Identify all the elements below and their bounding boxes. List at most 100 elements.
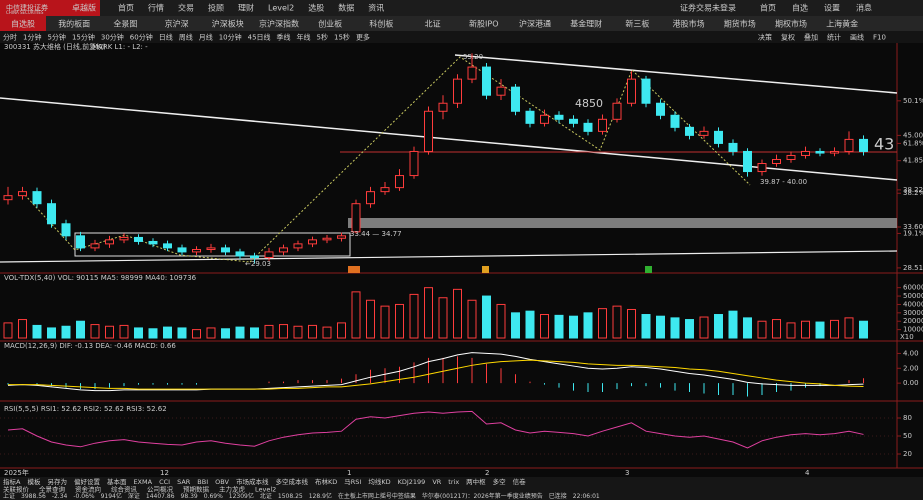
tab[interactable]: 期货市场 [724, 19, 756, 29]
menu-right[interactable]: 首页 [760, 3, 776, 13]
indicator-tab[interactable]: 另存为 [47, 477, 67, 486]
info-tab[interactable]: 全景查询 [39, 485, 66, 494]
indicator-tab[interactable]: 信卷 [513, 477, 527, 486]
menu-item[interactable]: 数据 [338, 3, 354, 13]
indicator-tab[interactable]: 布林KD [315, 477, 337, 486]
indicator-tab[interactable]: trix [448, 478, 459, 486]
candle-body [569, 118, 578, 124]
period[interactable]: 分时 [3, 33, 17, 42]
tab[interactable]: 新三板 [625, 19, 649, 29]
y-tick-label: 0.00 [903, 379, 919, 387]
menu-item[interactable]: 理财 [238, 3, 254, 13]
tab[interactable]: 自选股 [11, 19, 35, 29]
tool[interactable]: 画线 [850, 33, 864, 42]
tab[interactable]: 京沪深 [165, 19, 189, 29]
indicator-tab[interactable]: 多空 [493, 477, 507, 486]
info-tab[interactable]: 资金流向 [75, 485, 101, 494]
tab[interactable]: 创业板 [318, 19, 342, 29]
tool[interactable]: F10 [873, 34, 886, 42]
period[interactable]: 季线 [277, 33, 291, 42]
stock-title: 300331 苏大维格 (日线,前复权) [4, 42, 106, 51]
period[interactable]: 60分钟 [130, 33, 153, 42]
toolbar [0, 31, 923, 43]
period[interactable]: 年线 [297, 33, 311, 42]
indicator-tab[interactable]: 马RSI [344, 478, 361, 486]
info-tab[interactable]: 关联报价 [3, 485, 30, 494]
trend-line [454, 54, 898, 94]
period[interactable]: 5分钟 [47, 33, 65, 42]
menu-item[interactable]: 资讯 [368, 3, 384, 13]
status-item: 0.69% [204, 493, 223, 500]
menu-right[interactable]: 自选 [792, 3, 808, 13]
tool[interactable]: 复权 [781, 33, 795, 42]
menu-item[interactable]: 选股 [308, 3, 324, 13]
menu-right[interactable]: 消息 [856, 3, 872, 13]
indicator-tab[interactable]: 两中枢 [466, 477, 486, 486]
volume-bar [482, 295, 491, 339]
info-tab[interactable]: 主力龙虎 [219, 485, 246, 494]
menu-right[interactable]: 设置 [824, 3, 840, 13]
indicator-tab[interactable]: 市场成本线 [236, 477, 269, 486]
login-status[interactable]: 证券交易未登录 [680, 3, 736, 13]
y-tick-label: 4.00 [903, 349, 919, 357]
indicator-tab[interactable]: 偏好设置 [74, 477, 101, 486]
indicator-tab[interactable]: SAR [177, 478, 191, 486]
indicator-tab[interactable]: 基本面 [107, 477, 127, 486]
tab[interactable]: 全景图 [113, 19, 137, 29]
menu-item[interactable]: 交易 [178, 3, 194, 13]
volume-bar [250, 327, 259, 339]
menu-item[interactable]: 首页 [118, 3, 134, 13]
tab[interactable]: 京沪深指数 [259, 19, 299, 29]
period[interactable]: 15秒 [334, 33, 350, 42]
indicator-tab[interactable]: VR [432, 478, 441, 486]
rsi-line [7, 410, 864, 449]
volume-bar [525, 310, 535, 339]
tool[interactable]: 叠加 [804, 33, 818, 42]
tool[interactable]: 决策 [758, 33, 772, 42]
x-tick-label: 2025年 [4, 468, 29, 477]
indicator-tab[interactable]: 模板 [27, 477, 41, 486]
period[interactable]: 15分钟 [72, 33, 95, 42]
tab[interactable]: 科创板 [369, 19, 393, 29]
period[interactable]: 日线 [159, 33, 173, 42]
bottom-area [0, 477, 923, 500]
indicator-tab[interactable]: EXMA [133, 478, 152, 486]
period[interactable]: 1分钟 [23, 33, 41, 42]
indicator-tab[interactable]: OBV [215, 478, 229, 486]
info-tab[interactable]: 公司概况 [147, 485, 174, 494]
menu-item[interactable]: 投顾 [208, 3, 224, 13]
tab[interactable]: 沪深港通 [519, 19, 551, 29]
indicator-tab[interactable]: 均线KD [368, 477, 390, 486]
menu-item[interactable]: 行情 [148, 3, 164, 13]
tab[interactable]: 基金理财 [570, 19, 602, 29]
info-tab[interactable]: 综合资讯 [111, 485, 138, 494]
volume-bar [554, 314, 564, 339]
candle-body [380, 187, 390, 193]
indicator-tab[interactable]: BBI [197, 478, 208, 486]
period[interactable]: 45日线 [248, 33, 271, 42]
volume-bar [728, 310, 738, 339]
indicator-tab[interactable]: KDJ2199 [398, 478, 426, 486]
period[interactable]: 周线 [179, 33, 193, 42]
period[interactable]: 30分钟 [101, 33, 124, 42]
indicator-tab[interactable]: CCI [159, 478, 170, 486]
info-tab[interactable]: 预期数据 [183, 485, 210, 494]
period[interactable]: 更多 [356, 33, 370, 42]
tab[interactable]: 沪深板块 [212, 19, 244, 29]
period[interactable]: 5秒 [317, 33, 328, 42]
menu-item[interactable]: Level2 [268, 4, 294, 13]
volume-bar [641, 314, 651, 339]
tab[interactable]: 新股IPO [469, 19, 498, 29]
info-tab[interactable]: Level2 [255, 486, 276, 494]
indicator-tab[interactable]: 指标A [3, 477, 21, 486]
indicator-tab[interactable]: 多空成本线 [275, 477, 308, 486]
period[interactable]: 10分钟 [219, 33, 242, 42]
tab[interactable]: 港股市场 [673, 19, 705, 29]
tab[interactable]: 期权市场 [775, 19, 807, 29]
tab[interactable]: 我的板面 [58, 19, 90, 29]
period[interactable]: 月线 [199, 33, 213, 42]
tool[interactable]: 统计 [827, 33, 841, 42]
tab[interactable]: 北证 [425, 20, 441, 29]
tab[interactable]: 上海黄金 [826, 19, 858, 29]
